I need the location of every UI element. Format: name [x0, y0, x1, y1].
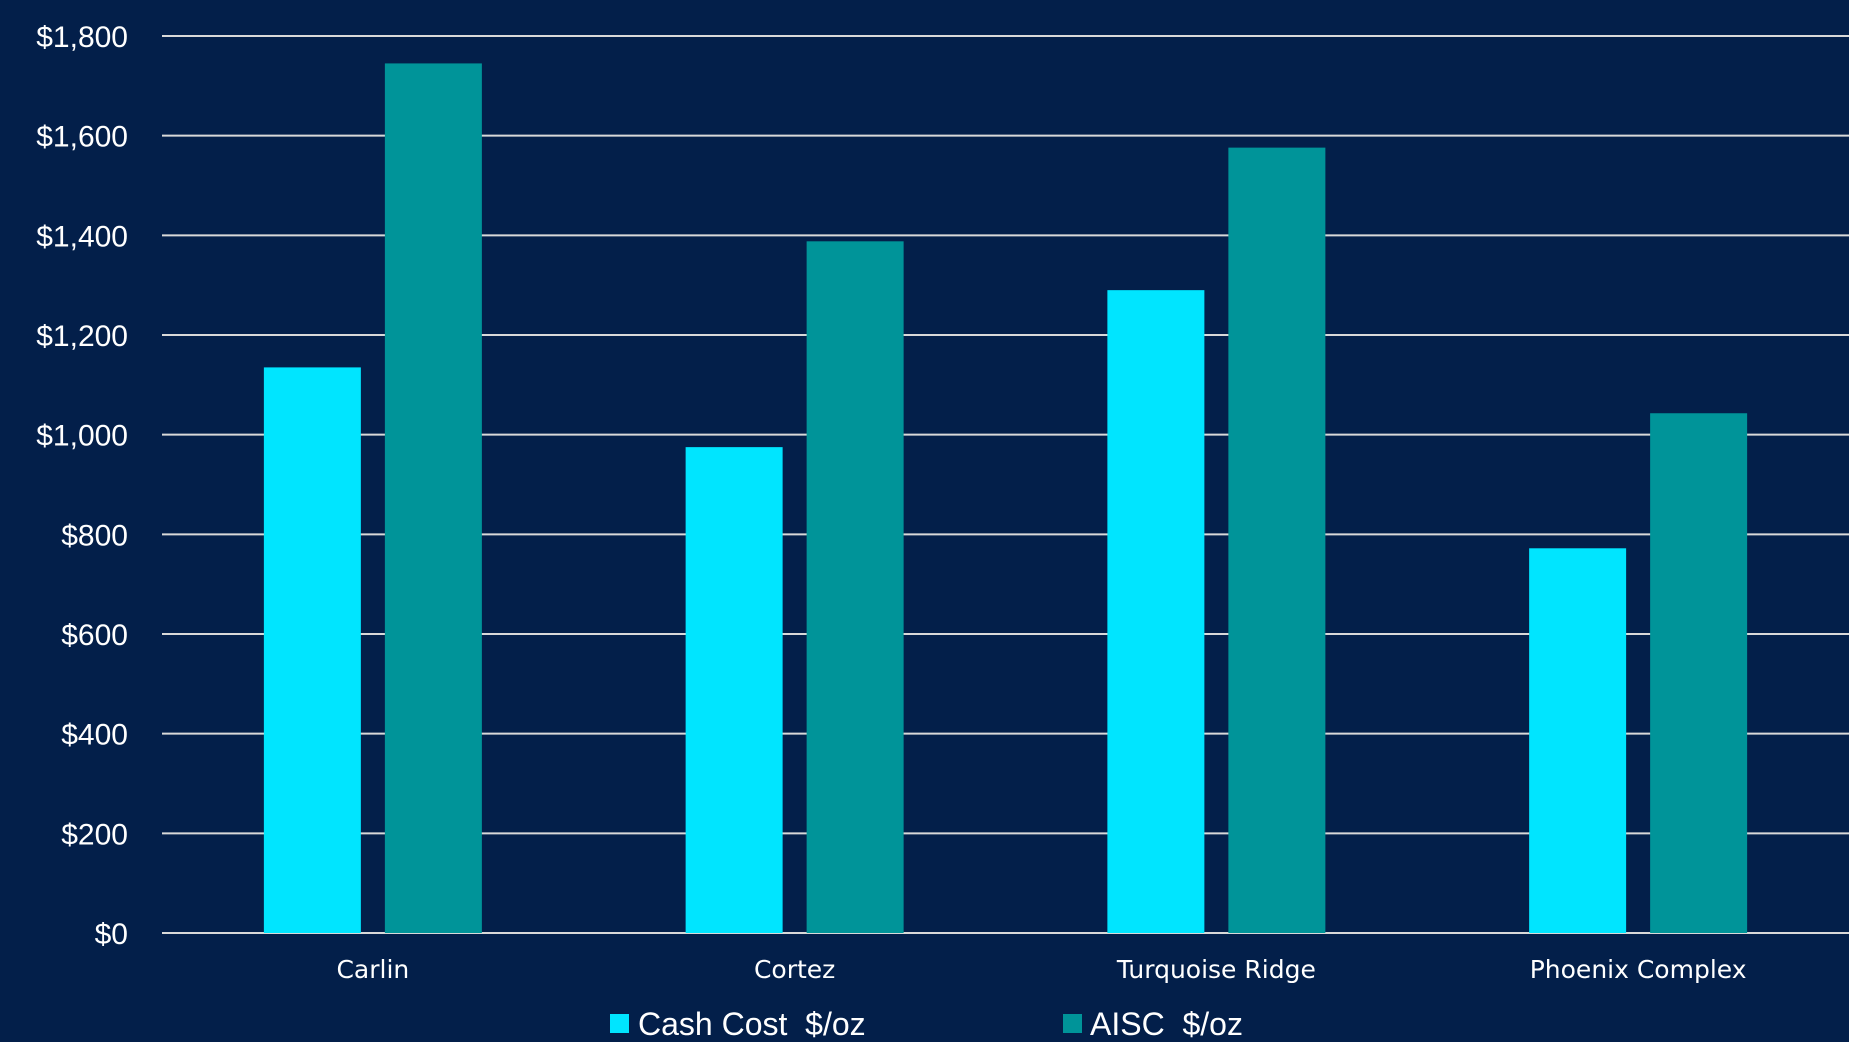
y-tick-label: $800	[61, 519, 128, 552]
y-tick-label: $1,800	[36, 21, 128, 54]
y-axis-tick-labels: $0 $200 $400 $600 $800 $1,000 $1,200 $1,400 $1,6…	[36, 21, 128, 951]
bars	[263, 63, 1748, 934]
legend-label-0: Cash Cost $/oz	[638, 1006, 866, 1042]
y-tick-label: $1,200	[36, 320, 128, 353]
legend-swatch-0	[610, 1014, 629, 1033]
legend-swatch-1	[1063, 1014, 1082, 1033]
bar-aisc-0	[384, 63, 482, 934]
x-tick-label: Cortez	[754, 955, 835, 984]
bar-cash-cost-1	[685, 447, 783, 933]
legend-label-1: AISC $/oz	[1090, 1006, 1243, 1042]
bar-cash-cost-0	[263, 367, 361, 933]
y-tick-label: $600	[61, 619, 128, 652]
bar-aisc-3	[1650, 413, 1748, 933]
x-axis-tick-labels: Carlin Cortez Turquoise Ridge Phoenix Compl…	[336, 955, 1746, 984]
legend: Cash Cost $/oz AISC $/oz	[610, 1006, 1243, 1042]
bar-aisc-2	[1228, 147, 1326, 934]
y-tick-label: $1,600	[36, 121, 128, 154]
y-tick-label: $0	[95, 918, 128, 951]
y-tick-label: $1,400	[36, 220, 128, 253]
bar-cash-cost-2	[1107, 290, 1205, 933]
y-tick-label: $1,000	[36, 420, 128, 453]
x-tick-label: Carlin	[336, 955, 409, 984]
x-tick-label: Phoenix Complex	[1530, 955, 1747, 984]
x-tick-label: Turquoise Ridge	[1116, 955, 1316, 984]
y-tick-label: $400	[61, 719, 128, 752]
y-tick-label: $200	[61, 818, 128, 851]
bar-cash-cost-3	[1529, 548, 1627, 933]
bar-aisc-1	[806, 241, 904, 933]
